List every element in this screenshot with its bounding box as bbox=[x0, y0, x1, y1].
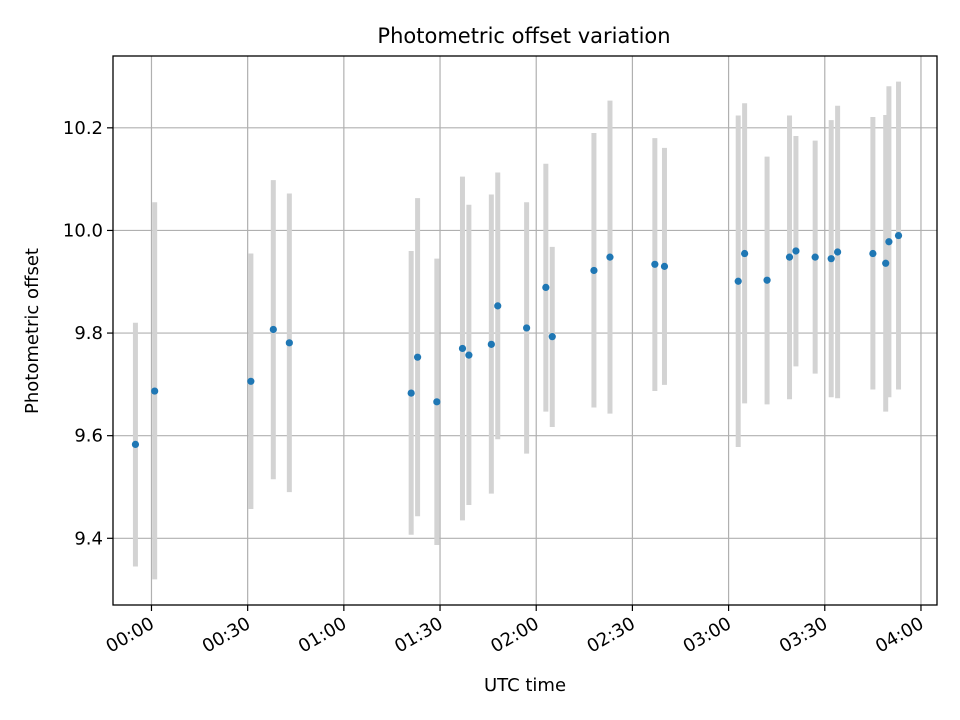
x-tick-label: 01:00 bbox=[295, 613, 350, 657]
data-point bbox=[548, 333, 556, 341]
data-point bbox=[885, 238, 893, 246]
x-tick-label: 03:30 bbox=[776, 613, 831, 657]
x-tick-label: 01:30 bbox=[391, 613, 446, 657]
x-axis: 00:00 00:30 01:00 01:30 02:00 02:30 03:00 03:30… bbox=[103, 605, 927, 657]
data-point bbox=[811, 253, 819, 261]
data-point bbox=[785, 253, 794, 261]
data-point bbox=[763, 276, 771, 284]
data-point bbox=[523, 324, 531, 332]
data-point bbox=[131, 440, 140, 449]
data-point bbox=[465, 351, 473, 359]
chart-title: Photometric offset variation bbox=[377, 24, 670, 48]
data-point bbox=[151, 387, 159, 395]
error-bars bbox=[132, 81, 902, 580]
y-tick-label: 10.2 bbox=[63, 118, 103, 139]
x-tick-label: 02:00 bbox=[487, 613, 542, 657]
x-axis-label: UTC time bbox=[484, 675, 566, 696]
data-point bbox=[247, 377, 255, 385]
y-tick-label: 9.4 bbox=[74, 528, 103, 549]
data-point bbox=[734, 277, 742, 285]
data-point bbox=[882, 259, 890, 267]
x-tick-label: 04:00 bbox=[872, 613, 927, 657]
data-point bbox=[494, 302, 502, 310]
x-tick-label: 02:30 bbox=[583, 613, 638, 657]
plot-frame bbox=[112, 55, 938, 606]
data-point bbox=[413, 353, 422, 361]
data-point bbox=[869, 249, 877, 258]
data-point bbox=[827, 255, 835, 263]
data-point bbox=[651, 260, 659, 268]
x-tick-label: 00:00 bbox=[103, 613, 158, 657]
data-point bbox=[433, 398, 441, 406]
y-axis: 9.4 9.6 9.8 10.0 10.2 bbox=[63, 118, 113, 549]
data-point bbox=[458, 344, 467, 353]
data-point bbox=[792, 247, 800, 255]
data-point bbox=[606, 253, 614, 261]
data-points bbox=[131, 231, 903, 449]
data-point bbox=[660, 262, 669, 270]
data-point bbox=[487, 340, 495, 348]
y-tick-label: 9.8 bbox=[74, 323, 103, 344]
y-tick-label: 9.6 bbox=[74, 426, 103, 447]
y-axis-label: Photometric offset bbox=[22, 248, 43, 414]
data-point bbox=[269, 325, 277, 334]
data-point bbox=[834, 248, 842, 256]
y-tick-label: 10.0 bbox=[63, 220, 103, 241]
data-point bbox=[894, 231, 903, 240]
data-point bbox=[741, 249, 749, 258]
data-point bbox=[285, 339, 293, 347]
data-point bbox=[542, 283, 550, 292]
x-tick-label: 00:30 bbox=[199, 613, 254, 657]
data-point bbox=[590, 266, 598, 275]
x-tick-label: 03:00 bbox=[680, 613, 735, 657]
data-point bbox=[407, 389, 415, 397]
